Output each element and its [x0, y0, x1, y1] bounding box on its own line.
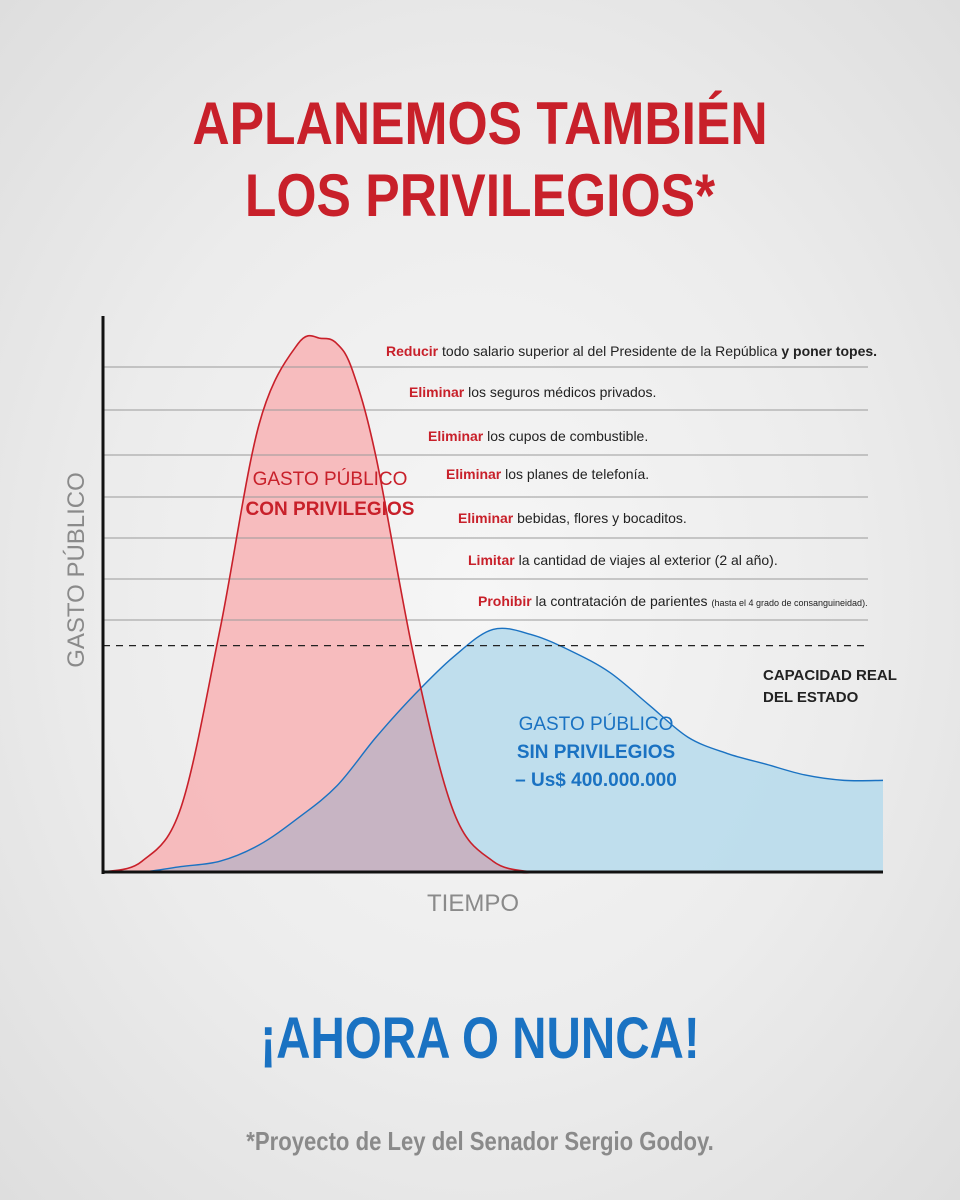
annotation-text: bebidas, flores y bocaditos.: [513, 510, 687, 526]
annotation-note: (hasta el 4 grado de consanguineidad).: [711, 598, 867, 608]
annotation-keyword: Eliminar: [428, 428, 484, 444]
annotation-text: todo salario superior al del Presidente …: [438, 343, 781, 359]
annotation-text: los cupos de combustible.: [483, 428, 648, 444]
threshold-label: CAPACIDAD REAL DEL ESTADO: [763, 667, 897, 706]
footnote: *Proyecto de Ley del Senador Sergio Godo…: [246, 1126, 714, 1156]
series-sin-privilegios-label: GASTO PÚBLICO SIN PRIVILEGIOS – Us$ 400.00…: [515, 713, 677, 791]
title-line-1: APLANEMOS TAMBIÉN: [192, 90, 768, 157]
series-label-line: CON PRIVILEGIOS: [246, 499, 415, 520]
annotation-5: Eliminar bebidas, flores y bocaditos.: [458, 510, 687, 526]
annotation-text: los planes de telefonía.: [501, 466, 649, 482]
annotation-3: Eliminar los cupos de combustible.: [428, 428, 648, 444]
annotation-keyword: Eliminar: [458, 510, 514, 526]
title-line-2: LOS PRIVILEGIOS*: [244, 162, 716, 229]
annotation-keyword: Eliminar: [409, 384, 465, 400]
annotation-2: Eliminar los seguros médicos privados.: [409, 384, 656, 400]
series-label-line: SIN PRIVILEGIOS: [517, 742, 675, 763]
series-label-line: GASTO PÚBLICO: [253, 468, 408, 490]
page-title: APLANEMOS TAMBIÉN LOS PRIVILEGIOS*: [67, 88, 893, 232]
threshold-label-line: CAPACIDAD REAL: [763, 667, 897, 684]
series-sin-privilegios-area: [103, 628, 883, 873]
annotation-1: Reducir todo salario superior al del Pre…: [386, 343, 877, 359]
series-label-line: GASTO PÚBLICO: [519, 713, 674, 735]
annotation-6: Limitar la cantidad de viajes al exterio…: [468, 552, 778, 568]
x-axis-label: TIEMPO: [427, 890, 519, 917]
annotation-text: la contratación de parientes: [532, 593, 712, 609]
threshold-label-line: DEL ESTADO: [763, 689, 859, 706]
annotation-keyword: Reducir: [386, 343, 439, 359]
annotation-keyword: Limitar: [468, 552, 515, 568]
series-con-privilegios-label: GASTO PÚBLICO CON PRIVILEGIOS: [246, 468, 415, 520]
annotation-text: los seguros médicos privados.: [464, 384, 656, 400]
annotation-4: Eliminar los planes de telefonía.: [446, 466, 649, 482]
series-sin-privilegios-line: [102, 627, 884, 874]
call-to-action: ¡AHORA O NUNCA!: [260, 1006, 700, 1071]
y-axis-label: GASTO PÚBLICO: [63, 472, 90, 668]
annotation-keyword: Eliminar: [446, 466, 502, 482]
series-con-privilegios-area: [103, 335, 883, 873]
annotation-7: Prohibir la contratación de parientes (h…: [478, 593, 868, 609]
annotation-keyword: Prohibir: [478, 593, 532, 609]
annotation-text: la cantidad de viajes al exterior (2 al …: [515, 552, 778, 568]
annotation-bold: y poner topes.: [781, 343, 877, 359]
series-label-line: – Us$ 400.000.000: [515, 770, 677, 791]
